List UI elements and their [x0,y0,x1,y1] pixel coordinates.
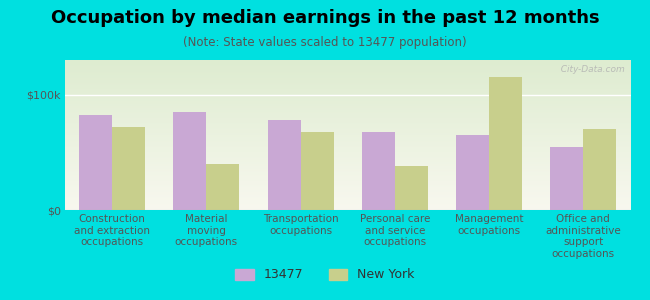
Bar [489,77,522,210]
Bar [79,116,112,210]
Text: (Note: State values scaled to 13477 population): (Note: State values scaled to 13477 popu… [183,36,467,49]
Bar [584,129,616,210]
Bar [456,135,489,210]
Legend: 13477, New York: 13477, New York [229,262,421,288]
Bar [112,127,145,210]
Bar [362,131,395,210]
Bar [395,166,428,210]
Bar [300,131,333,210]
Bar [174,112,207,210]
Text: City-Data.com: City-Data.com [555,64,625,74]
Bar [207,164,239,210]
Bar [551,146,584,210]
Bar [268,120,300,210]
Text: Occupation by median earnings in the past 12 months: Occupation by median earnings in the pas… [51,9,599,27]
